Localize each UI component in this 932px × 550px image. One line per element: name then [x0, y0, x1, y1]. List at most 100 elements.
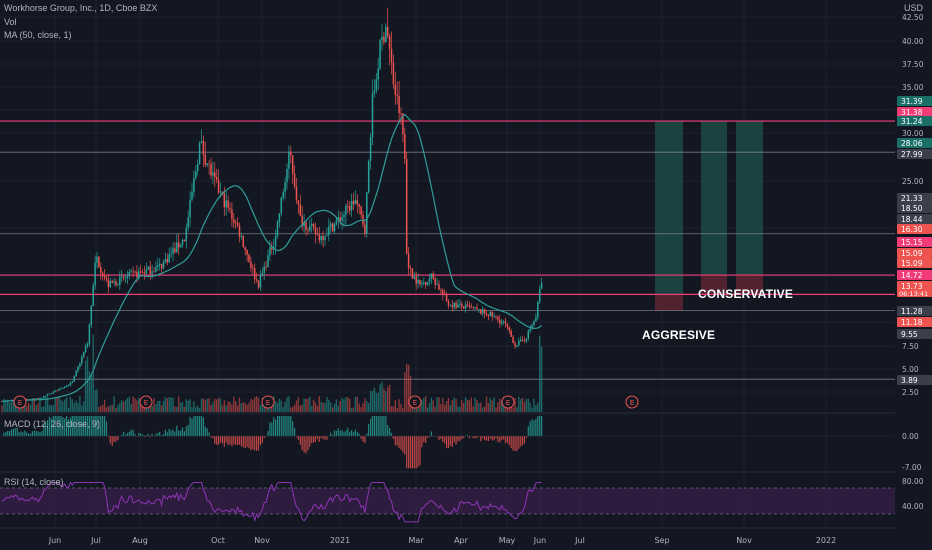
- price-label-value: 31.38: [901, 108, 923, 117]
- time-tick: Nov: [736, 536, 752, 545]
- candle-body: [71, 381, 74, 383]
- price-label-value: 9.55: [901, 330, 918, 339]
- volume-bar: [331, 407, 334, 412]
- candle-body: [58, 388, 60, 391]
- macd-bar: [115, 436, 117, 442]
- volume-bar: [69, 396, 72, 412]
- macd-bar: [427, 436, 429, 438]
- macd-bar: [326, 436, 328, 440]
- candle-body: [86, 344, 89, 347]
- macd-bar: [24, 430, 26, 437]
- macd-bar: [442, 436, 444, 443]
- macd-bar: [345, 430, 347, 437]
- macd-bar: [347, 427, 349, 437]
- vol-legend: Vol: [4, 17, 17, 27]
- price-tick: 35.00: [902, 83, 924, 92]
- candles: [1, 7, 543, 402]
- candle-body: [358, 204, 360, 207]
- macd-bar: [35, 430, 37, 437]
- macd-bar: [537, 416, 539, 437]
- candle-body: [519, 339, 522, 342]
- candle-body: [310, 224, 313, 226]
- volume-bar: [474, 397, 476, 412]
- candle-body: [337, 217, 340, 221]
- volume-bar: [383, 388, 385, 412]
- candle-body: [354, 200, 357, 205]
- candle-body: [396, 94, 398, 96]
- volume-bar: [29, 405, 32, 412]
- volume-bar: [388, 384, 391, 412]
- macd-bar: [514, 436, 516, 451]
- candle-body: [160, 263, 163, 269]
- candle-body: [183, 239, 186, 242]
- candle-body: [318, 234, 321, 241]
- candle-body: [48, 393, 51, 395]
- macd-bar: [295, 436, 298, 438]
- loss-zone: [655, 294, 683, 311]
- macd-bar: [377, 416, 379, 437]
- macd-bar: [149, 436, 151, 438]
- macd-bar: [371, 416, 374, 437]
- candle-body: [432, 273, 435, 279]
- candle-body: [434, 278, 436, 285]
- candle-body: [185, 227, 188, 242]
- macd-bar: [39, 432, 41, 437]
- macd-bar: [111, 436, 113, 446]
- macd-bar: [278, 416, 280, 437]
- volume-bar: [105, 407, 108, 412]
- volume-bar: [497, 402, 499, 412]
- price-label-box: [897, 258, 932, 268]
- macd-bar: [214, 436, 216, 444]
- macd-bar: [379, 416, 381, 437]
- candle-body: [193, 178, 195, 193]
- profit-zone: [655, 121, 683, 295]
- volume-bar: [75, 400, 77, 412]
- aggressive-annotation: AGGRESIVE: [642, 328, 716, 342]
- macd-bar: [26, 432, 28, 437]
- macd-bar: [385, 416, 387, 437]
- price-label-value: 11.18: [901, 318, 923, 327]
- price-label-value: 13.73: [901, 282, 923, 291]
- candle-body: [253, 268, 256, 280]
- candle-body: [474, 307, 476, 309]
- volume-bar: [468, 400, 471, 412]
- earnings-marker-label: E: [506, 399, 510, 407]
- macd-bar: [79, 416, 81, 437]
- conservative-annotation: CONSERVATIVE: [698, 287, 794, 301]
- candle-body: [413, 276, 416, 279]
- candle-body: [143, 272, 146, 274]
- macd-bar: [138, 433, 140, 437]
- volume-bar: [278, 398, 281, 412]
- candle-body: [126, 275, 129, 278]
- candle-body: [107, 279, 110, 288]
- candle-body: [250, 261, 252, 268]
- profit-zone: [736, 121, 763, 276]
- macd-bar: [541, 416, 543, 437]
- macd-bar: [85, 416, 87, 437]
- macd-bar: [199, 416, 201, 437]
- candle-body: [533, 321, 535, 326]
- candle-body: [405, 159, 408, 254]
- volume-bar: [445, 401, 448, 412]
- macd-bar: [436, 436, 438, 437]
- volume-bar: [320, 401, 322, 412]
- volume-bar: [381, 381, 383, 412]
- candle-body: [269, 247, 271, 256]
- candle-body: [145, 269, 148, 274]
- macd-bar: [341, 430, 343, 437]
- volume-bar: [284, 401, 286, 412]
- volume-bar: [312, 399, 315, 412]
- candle-body: [341, 217, 343, 221]
- candle-body: [153, 271, 155, 273]
- macd-bar: [468, 436, 470, 439]
- macd-bar: [375, 416, 377, 437]
- candle-body: [451, 305, 454, 308]
- candle-body: [139, 271, 142, 273]
- candle-body: [527, 330, 530, 339]
- candle-body: [423, 282, 425, 284]
- candle-body: [181, 239, 184, 246]
- price-axis: 42.5040.0037.5035.0032.5030.0025.0020.00…: [897, 13, 932, 511]
- volume-bar: [369, 390, 372, 412]
- candle-body: [109, 280, 112, 288]
